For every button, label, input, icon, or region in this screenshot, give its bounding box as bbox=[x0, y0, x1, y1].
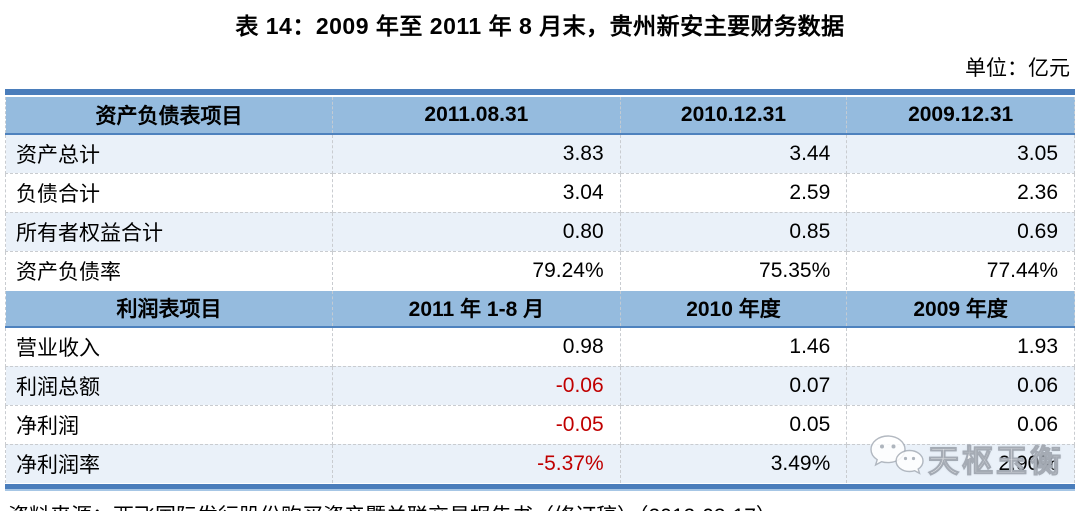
cell-value: 0.07 bbox=[620, 366, 848, 406]
row-label: 资产负债率 bbox=[4, 251, 334, 291]
cell-value: 2.36 bbox=[846, 173, 1075, 213]
header-cell: 2010.12.31 bbox=[620, 97, 848, 135]
header-cell: 2009.12.31 bbox=[846, 97, 1075, 135]
cell-value: -0.06 bbox=[332, 366, 621, 406]
row-label: 利润总额 bbox=[4, 366, 334, 406]
row-label: 净利润 bbox=[4, 405, 334, 445]
row-label: 营业收入 bbox=[4, 327, 334, 367]
financial-table: 资产负债表项目 2011.08.31 2010.12.31 2009.12.31… bbox=[4, 89, 1075, 491]
row-total-liabilities: 负债合计 3.04 2.59 2.36 bbox=[4, 173, 1075, 213]
cell-value: 3.49% bbox=[620, 444, 848, 483]
cell-value: 2.59 bbox=[620, 173, 848, 213]
cell-value: 0.05 bbox=[620, 405, 848, 445]
cell-value: 77.44% bbox=[846, 251, 1075, 291]
header-cell: 2011 年 1-8 月 bbox=[332, 289, 621, 328]
header-cell: 2010 年度 bbox=[620, 289, 848, 328]
cell-value: 3.04 bbox=[332, 173, 621, 213]
row-total-profit: 利润总额 -0.06 0.07 0.06 bbox=[4, 366, 1075, 406]
cell-value: 1.93 bbox=[846, 327, 1075, 367]
source-note: 资料来源：西飞国际发行股份购买资产暨关联交易报告书（修订稿）（2012-03-1… bbox=[8, 500, 1080, 511]
income-statement-header-row: 利润表项目 2011 年 1-8 月 2010 年度 2009 年度 bbox=[4, 289, 1075, 328]
row-revenue: 营业收入 0.98 1.46 1.93 bbox=[4, 327, 1075, 367]
cell-value: 0.80 bbox=[332, 212, 621, 252]
row-label: 净利润率 bbox=[4, 444, 334, 483]
data-table: 资产负债表项目 2011.08.31 2010.12.31 2009.12.31… bbox=[4, 97, 1075, 483]
table-bottom-accent-line bbox=[5, 489, 1075, 491]
row-label: 资产总计 bbox=[4, 134, 334, 174]
cell-value: 2.90% bbox=[846, 444, 1075, 483]
cell-value: 0.06 bbox=[846, 366, 1075, 406]
cell-value: -5.37% bbox=[332, 444, 621, 483]
cell-value: 0.85 bbox=[620, 212, 848, 252]
cell-value: 3.83 bbox=[332, 134, 621, 174]
row-net-profit: 净利润 -0.05 0.05 0.06 bbox=[4, 405, 1075, 445]
cell-value: 0.06 bbox=[846, 405, 1075, 445]
header-cell: 2009 年度 bbox=[846, 289, 1075, 328]
cell-value: 75.35% bbox=[620, 251, 848, 291]
cell-value: -0.05 bbox=[332, 405, 621, 445]
header-cell: 资产负债表项目 bbox=[4, 97, 334, 135]
header-cell: 2011.08.31 bbox=[332, 97, 621, 135]
balance-sheet-header-row: 资产负债表项目 2011.08.31 2010.12.31 2009.12.31 bbox=[4, 97, 1075, 135]
cell-value: 1.46 bbox=[620, 327, 848, 367]
cell-value: 79.24% bbox=[332, 251, 621, 291]
row-net-margin: 净利润率 -5.37% 3.49% 2.90% bbox=[4, 444, 1075, 483]
header-cell: 利润表项目 bbox=[4, 289, 334, 328]
table-bottom-border bbox=[5, 484, 1075, 489]
unit-label: 单位：亿元 bbox=[965, 57, 1070, 80]
table-top-border bbox=[5, 89, 1075, 95]
cell-value: 3.44 bbox=[620, 134, 848, 174]
row-label: 负债合计 bbox=[4, 173, 334, 213]
table-title: 表 14：2009 年至 2011 年 8 月末，贵州新安主要财务数据 bbox=[235, 13, 845, 39]
cell-value: 0.69 bbox=[846, 212, 1075, 252]
cell-value: 3.05 bbox=[846, 134, 1075, 174]
row-owners-equity: 所有者权益合计 0.80 0.85 0.69 bbox=[4, 212, 1075, 252]
row-total-assets: 资产总计 3.83 3.44 3.05 bbox=[4, 134, 1075, 174]
row-debt-ratio: 资产负债率 79.24% 75.35% 77.44% bbox=[4, 251, 1075, 291]
cell-value: 0.98 bbox=[332, 327, 621, 367]
row-label: 所有者权益合计 bbox=[4, 212, 334, 252]
